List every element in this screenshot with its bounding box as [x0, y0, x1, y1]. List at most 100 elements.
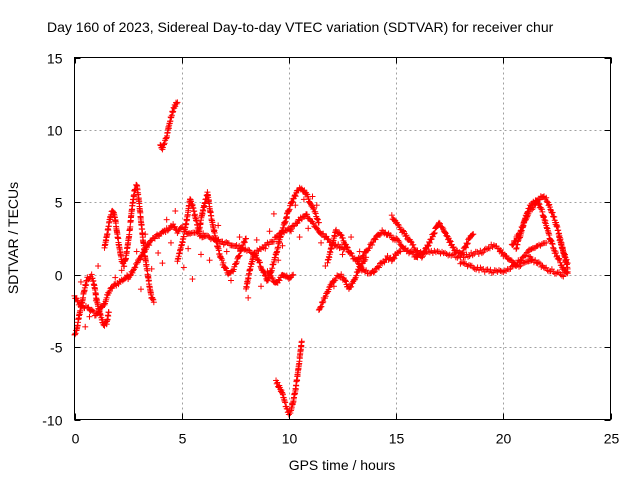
- data-point: [219, 238, 226, 245]
- data-point: [303, 211, 310, 218]
- data-point: [241, 239, 248, 246]
- data-point: [97, 312, 104, 319]
- data-point: [74, 297, 81, 304]
- data-point: [219, 257, 226, 264]
- data-point: [112, 274, 119, 281]
- y-tick-label: -10: [42, 413, 62, 429]
- data-point: [72, 330, 79, 337]
- data-point: [223, 239, 230, 246]
- y-tick-label: 10: [47, 123, 63, 139]
- data-point: [163, 216, 170, 223]
- data-point: [173, 100, 180, 107]
- data-point: [243, 235, 250, 242]
- data-point: [476, 267, 483, 274]
- x-tick-label: 15: [389, 431, 405, 447]
- data-point: [159, 260, 166, 267]
- data-point: [161, 141, 168, 148]
- data-point: [197, 251, 204, 258]
- data-point: [180, 264, 187, 271]
- data-point: [200, 230, 207, 237]
- data-point: [77, 278, 84, 285]
- data-point: [257, 263, 264, 270]
- data-point: [281, 398, 288, 405]
- data-point: [236, 234, 243, 241]
- data-point: [484, 246, 491, 253]
- data-point: [230, 266, 237, 273]
- data-point: [132, 264, 139, 271]
- data-points: [71, 99, 571, 418]
- data-point: [155, 249, 162, 256]
- data-point: [324, 235, 331, 242]
- data-point: [460, 260, 467, 267]
- data-point: [426, 249, 433, 256]
- x-tick-label: 10: [282, 431, 298, 447]
- data-point: [236, 252, 243, 259]
- data-point: [266, 228, 273, 235]
- data-point: [220, 259, 227, 266]
- data-point: [150, 299, 157, 306]
- data-point: [245, 246, 252, 253]
- data-point: [89, 307, 96, 314]
- data-point: [95, 263, 102, 270]
- data-point: [185, 245, 192, 252]
- data-point: [130, 267, 137, 274]
- data-point: [236, 242, 243, 249]
- data-point: [318, 239, 325, 246]
- data-point: [233, 258, 240, 265]
- data-point: [97, 310, 104, 317]
- data-point: [189, 276, 196, 283]
- data-point: [258, 266, 265, 273]
- data-point: [253, 252, 260, 259]
- data-point: [258, 283, 265, 290]
- y-tick-label: 0: [55, 268, 63, 284]
- data-point: [233, 242, 240, 249]
- data-point: [296, 234, 303, 241]
- data-point: [206, 257, 213, 264]
- data-point: [254, 256, 261, 263]
- data-point: [305, 225, 312, 232]
- data-point: [72, 331, 79, 338]
- data-point: [171, 223, 178, 230]
- data-point: [205, 233, 212, 240]
- data-point: [82, 323, 89, 330]
- data-point: [340, 246, 347, 253]
- data-point: [163, 135, 170, 142]
- data-point: [270, 210, 277, 217]
- data-point: [245, 294, 252, 301]
- data-point: [293, 220, 300, 227]
- data-point: [235, 253, 242, 260]
- data-point: [310, 220, 317, 227]
- data-point: [213, 237, 220, 244]
- data-point: [348, 234, 355, 241]
- data-point: [335, 241, 342, 248]
- data-point: [262, 272, 269, 279]
- data-point: [240, 239, 247, 246]
- data-point: [133, 260, 140, 267]
- data-point: [98, 304, 105, 311]
- data-point: [228, 277, 235, 284]
- data-point: [105, 309, 112, 316]
- data-point: [86, 313, 93, 320]
- y-tick-label: 15: [47, 51, 63, 67]
- data-point: [336, 245, 343, 252]
- chart-title: Day 160 of 2023, Sidereal Day-to-day VTE…: [47, 19, 554, 35]
- x-tick-label: 0: [72, 431, 80, 447]
- data-point: [146, 242, 153, 249]
- x-tick-label: 20: [496, 431, 512, 447]
- data-point: [172, 103, 179, 110]
- data-point: [214, 237, 221, 244]
- data-point: [137, 286, 144, 293]
- data-point: [283, 213, 290, 220]
- y-tick-label: -5: [50, 340, 63, 356]
- data-point: [270, 238, 277, 245]
- data-point: [223, 248, 230, 255]
- data-point: [253, 236, 260, 243]
- data-point: [286, 227, 293, 234]
- data-point: [165, 226, 172, 233]
- data-point: [90, 308, 97, 315]
- data-point: [149, 296, 156, 303]
- data-point: [471, 265, 478, 272]
- data-point: [101, 301, 108, 308]
- data-point: [170, 108, 177, 115]
